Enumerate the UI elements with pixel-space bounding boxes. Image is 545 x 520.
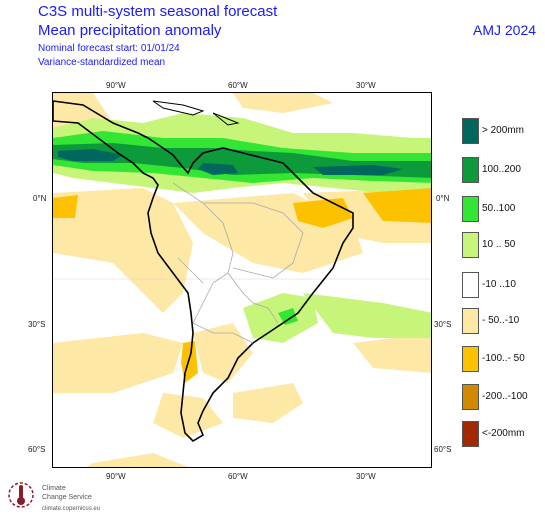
method-note: Variance-standardized mean	[38, 57, 166, 68]
legend-swatch	[462, 308, 479, 334]
legend-label: > 200mm	[482, 125, 524, 136]
lat-tick-left-0n: 0°N	[33, 194, 47, 203]
legend-swatch	[462, 232, 479, 258]
legend-swatch	[462, 157, 479, 183]
legend-label: 50..100	[482, 203, 516, 214]
legend-swatch	[462, 118, 479, 144]
lat-tick-right-30s: 30°S	[434, 320, 452, 329]
legend-swatch	[462, 272, 479, 298]
logo-name-line1: Climate	[42, 485, 66, 492]
lon-tick-top-30w: 30°W	[356, 81, 376, 90]
legend-swatch	[462, 196, 479, 222]
legend-label: -200..-100	[482, 391, 528, 402]
anomaly-field	[53, 93, 431, 467]
legend-swatch	[462, 421, 479, 447]
lat-tick-left-30s: 30°S	[28, 320, 46, 329]
logo-name-line2: Change Service	[42, 494, 92, 501]
lat-tick-right-0n: 0°N	[436, 194, 450, 203]
map-title: C3S multi-system seasonal forecast	[38, 3, 278, 20]
legend-label: -100..- 50	[482, 353, 525, 364]
legend-swatch	[462, 384, 479, 410]
lon-tick-bottom-60w: 60°W	[228, 472, 248, 481]
logo-url: climate.copernicus.eu	[42, 506, 101, 512]
lon-tick-bottom-90w: 90°W	[106, 472, 126, 481]
legend-label: -10 ..10	[482, 279, 516, 290]
lon-tick-top-60w: 60°W	[228, 81, 248, 90]
forecast-map	[52, 92, 432, 468]
legend-label: 100..200	[482, 164, 521, 175]
legend-swatch	[462, 346, 479, 372]
lon-tick-bottom-30w: 30°W	[356, 472, 376, 481]
lat-tick-left-60s: 60°S	[28, 445, 46, 454]
legend-label: - 50..-10	[482, 315, 520, 326]
copernicus-logo: Climate Change Service climate.copernicu…	[6, 476, 126, 516]
legend-label: <-200mm	[482, 428, 525, 439]
copernicus-thermometer-icon	[8, 482, 34, 508]
map-subtitle: Mean precipitation anomaly	[38, 22, 222, 39]
season-label: AMJ 2024	[473, 22, 537, 38]
lat-tick-right-60s: 60°S	[434, 445, 452, 454]
legend-label: 10 .. 50	[482, 239, 516, 250]
forecast-start: Nominal forecast start: 01/01/24	[38, 43, 180, 54]
lon-tick-top-90w: 90°W	[106, 81, 126, 90]
